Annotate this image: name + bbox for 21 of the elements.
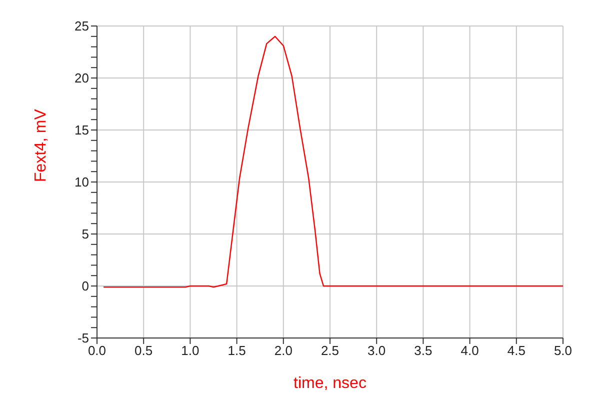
x-axis-title: time, nsec xyxy=(294,375,366,392)
x-tick-label: 0.0 xyxy=(88,343,106,358)
x-tick-label: 2.5 xyxy=(320,343,340,358)
y-tick-label: 10 xyxy=(74,174,89,190)
y-tick-label: 0 xyxy=(82,278,89,294)
y-tick-label: 25 xyxy=(74,18,89,34)
x-tick-label: 0.5 xyxy=(134,343,153,358)
x-tick-label: 5.0 xyxy=(554,343,572,358)
y-tick-label: 20 xyxy=(74,70,89,86)
y-axis-title: Fext4, mV xyxy=(32,108,50,182)
x-tick-label: 2.0 xyxy=(274,343,292,358)
x-tick-label: 1.5 xyxy=(228,343,246,358)
y-tick-label: 15 xyxy=(74,122,89,138)
line-series xyxy=(102,36,563,288)
y-tick-label: 5 xyxy=(82,226,89,242)
x-tick-label: 3.0 xyxy=(368,343,386,358)
y-tick-label: -5 xyxy=(77,330,89,346)
x-tick-label: 3.5 xyxy=(414,343,432,358)
x-tick-label: 4.0 xyxy=(460,343,479,358)
x-tick-label: 1.0 xyxy=(181,343,200,358)
x-tick-label: 4.5 xyxy=(507,343,526,358)
